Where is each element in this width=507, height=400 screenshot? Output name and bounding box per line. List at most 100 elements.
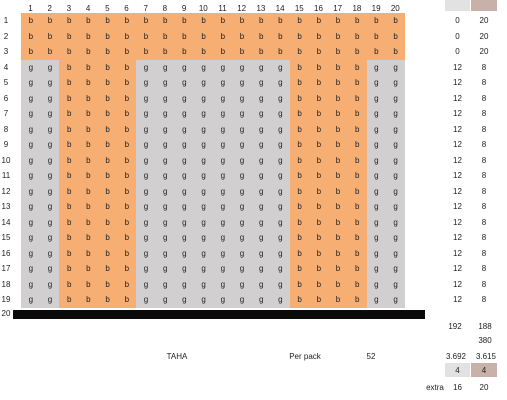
grid-cell: b xyxy=(309,106,329,122)
grid-cell: g xyxy=(155,90,175,107)
grid-cell: b xyxy=(97,230,118,246)
grid-cell: b xyxy=(289,199,310,215)
grid-cell: g xyxy=(155,214,175,231)
row-count-left: 12 xyxy=(453,124,462,134)
grid-cell: g xyxy=(155,75,175,91)
grid-cell: g xyxy=(213,121,233,138)
grid-cell: g xyxy=(213,245,233,262)
grid-cell: b xyxy=(78,75,99,91)
grid-cell: g xyxy=(270,152,291,169)
grid-cell: b xyxy=(59,292,79,308)
grid-cell: g xyxy=(270,292,291,308)
grid-cell: b xyxy=(309,44,329,60)
grid-cell: g xyxy=(193,276,214,293)
row-count-right: 8 xyxy=(481,78,487,87)
grid-cell: g xyxy=(366,137,387,153)
row-header: 16 xyxy=(1,248,11,258)
column-header: 13 xyxy=(256,4,266,13)
row-count-right: 20 xyxy=(479,47,489,56)
grid-cell: g xyxy=(136,276,156,293)
grid-cell: g xyxy=(366,245,387,262)
grid-cell: b xyxy=(78,13,99,29)
grid-cell: b xyxy=(328,152,348,169)
grid-cell: b xyxy=(289,44,310,60)
grid-cell: b xyxy=(136,28,156,45)
grid-cell: g xyxy=(251,106,271,122)
grid-cell: b xyxy=(117,168,137,184)
grid-cell: g xyxy=(21,90,41,107)
grid-cell: b xyxy=(97,137,118,153)
row-header: 7 xyxy=(3,109,9,118)
column-header: 14 xyxy=(275,4,285,13)
grid-cell: b xyxy=(309,214,329,231)
grid-cell: g xyxy=(40,90,60,107)
row-count-left: 12 xyxy=(453,202,462,211)
column-header: 20 xyxy=(390,4,400,13)
column-header: 3 xyxy=(66,4,72,13)
grid-cell: b xyxy=(117,28,137,45)
grid-cell: g xyxy=(251,214,271,231)
row-count-left: 12 xyxy=(453,155,462,165)
grid-cell: b xyxy=(97,152,118,169)
grid-cell: b xyxy=(59,183,79,200)
grid-cell: g xyxy=(174,75,195,91)
grid-cell: b xyxy=(174,28,195,45)
grid-cell: g xyxy=(232,121,252,138)
row-count-left: 12 xyxy=(453,109,462,118)
grid-cell: g xyxy=(385,75,406,91)
grid-cell: g xyxy=(155,199,175,215)
grid-cell: b xyxy=(309,245,329,262)
grid-cell: g xyxy=(251,245,271,262)
grid-cell: g xyxy=(366,168,387,184)
grid-cell: g xyxy=(40,59,60,76)
grid-cell: g xyxy=(251,261,271,277)
grid-cell: g xyxy=(385,230,406,246)
row-count-right: 8 xyxy=(481,279,487,289)
grid-cell: g xyxy=(385,245,406,262)
grid-cell: b xyxy=(289,261,310,277)
column-header: 5 xyxy=(105,4,110,13)
grid-cell: g xyxy=(385,292,406,308)
grid-cell: b xyxy=(59,199,79,215)
grid-cell: g xyxy=(155,59,175,76)
grid-cell: g xyxy=(193,90,214,107)
grid-cell: g xyxy=(251,276,271,293)
grid-cell: b xyxy=(40,28,60,45)
grid-cell: g xyxy=(270,261,291,277)
extra-label: extra xyxy=(426,383,444,392)
grid-cell: g xyxy=(366,199,387,215)
grid-cell: g xyxy=(21,214,41,231)
grid-cell: b xyxy=(309,90,329,107)
grid-cell: g xyxy=(232,59,252,76)
per-pack-label: Per pack xyxy=(289,352,321,361)
grid-cell: g xyxy=(213,183,233,200)
grid-cell: b xyxy=(78,214,99,231)
grid-cell: g xyxy=(366,214,387,231)
grid-cell: b xyxy=(136,44,156,60)
grid-cell: g xyxy=(21,199,41,215)
row-count-left: 0 xyxy=(455,16,460,25)
grid-cell: b xyxy=(309,230,329,246)
grid-cell: b xyxy=(21,13,41,29)
grid-cell: g xyxy=(213,152,233,169)
grid-cell: g xyxy=(174,137,195,153)
grid-cell: b xyxy=(328,199,348,215)
grid-cell: g xyxy=(155,183,175,200)
grid-cell: g xyxy=(155,137,175,153)
grid-cell: g xyxy=(40,292,60,308)
grid-cell: g xyxy=(136,152,156,169)
grid-cell: b xyxy=(59,13,79,29)
row-count-right: 8 xyxy=(481,248,487,258)
grid-cell: g xyxy=(40,214,60,231)
grid-cell: g xyxy=(40,199,60,215)
grid-cell: g xyxy=(193,183,214,200)
row-count-left: 0 xyxy=(455,31,460,41)
grid-cell: b xyxy=(309,261,329,277)
grid-cell: g xyxy=(40,106,60,122)
row-count-right: 8 xyxy=(481,295,487,304)
grid-cell: b xyxy=(385,13,406,29)
grid-cell: b xyxy=(328,261,348,277)
grid-cell: b xyxy=(289,121,310,138)
grid-cell: g xyxy=(232,75,252,91)
grid-cell: b xyxy=(328,214,348,231)
